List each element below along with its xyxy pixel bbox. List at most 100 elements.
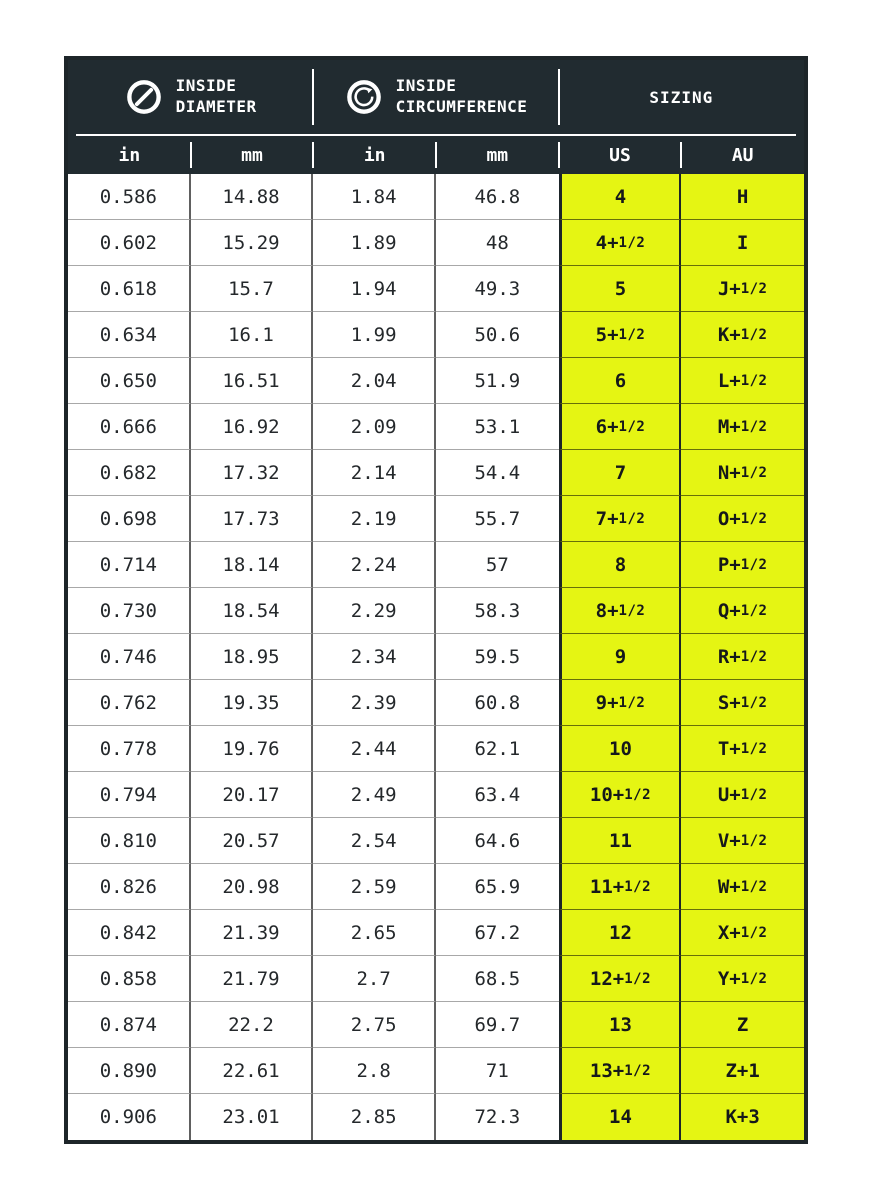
cell-us-size: 8+ 1/2 (558, 588, 682, 634)
cell-us-size: 9+ 1/2 (558, 680, 682, 726)
cell-circumference-in: 1.99 (313, 312, 436, 358)
cell-circumference-mm: 65.9 (435, 864, 559, 910)
ring-size-chart: INSIDE DIAMETER INSIDE CIRCUMFERENCE (64, 56, 808, 1144)
half-size-fraction: 1/2 (740, 970, 768, 987)
cell-diameter-mm: 19.76 (190, 726, 314, 772)
cell-diameter-in: 0.826 (68, 864, 191, 910)
header-inside-diameter: INSIDE DIAMETER (68, 60, 315, 134)
half-size-fraction: 1/2 (740, 694, 768, 711)
cell-us-size: 11+ 1/2 (558, 864, 682, 910)
cell-circumference-in: 1.94 (313, 266, 436, 312)
cell-us-size: 13 (558, 1002, 682, 1048)
cell-diameter-mm: 18.54 (190, 588, 314, 634)
cell-diameter-mm: 16.92 (190, 404, 314, 450)
cell-diameter-in: 0.906 (68, 1094, 191, 1140)
half-size-fraction: 1/2 (740, 878, 768, 895)
cell-us-size: 8 (558, 542, 682, 588)
cell-us-size: 6+ 1/2 (558, 404, 682, 450)
half-size-fraction: 1/2 (740, 648, 768, 665)
cell-diameter-mm: 20.17 (190, 772, 314, 818)
cell-diameter-mm: 18.14 (190, 542, 314, 588)
cell-au-size: K+3 (681, 1094, 804, 1140)
table-header: INSIDE DIAMETER INSIDE CIRCUMFERENCE (68, 60, 804, 174)
cell-diameter-mm: 17.73 (190, 496, 314, 542)
cell-au-size: V+ 1/2 (681, 818, 804, 864)
label-line2: DIAMETER (175, 97, 257, 116)
cell-circumference-in: 2.54 (313, 818, 436, 864)
cell-us-size: 14 (558, 1094, 682, 1140)
cell-us-size: 13+ 1/2 (558, 1048, 682, 1094)
cell-circumference-mm: 48 (435, 220, 559, 266)
cell-circumference-mm: 72.3 (435, 1094, 559, 1140)
cell-circumference-in: 1.89 (313, 220, 436, 266)
cell-diameter-in: 0.586 (68, 174, 191, 220)
cell-circumference-mm: 54.4 (435, 450, 559, 496)
cell-diameter-mm: 20.57 (190, 818, 314, 864)
cell-circumference-mm: 46.8 (435, 174, 559, 220)
cell-circumference-mm: 69.7 (435, 1002, 559, 1048)
cell-diameter-mm: 19.35 (190, 680, 314, 726)
cell-us-size: 11 (558, 818, 682, 864)
cell-circumference-in: 2.7 (313, 956, 436, 1002)
cell-circumference-mm: 53.1 (435, 404, 559, 450)
cell-au-size: Z+1 (681, 1048, 804, 1094)
cell-circumference-in: 2.65 (313, 910, 436, 956)
cell-diameter-mm: 15.7 (190, 266, 314, 312)
cell-diameter-in: 0.746 (68, 634, 191, 680)
cell-diameter-mm: 17.32 (190, 450, 314, 496)
cell-us-size: 4+ 1/2 (558, 220, 682, 266)
half-size-fraction: 1/2 (618, 418, 646, 435)
half-size-fraction: 1/2 (618, 694, 646, 711)
cell-diameter-in: 0.762 (68, 680, 191, 726)
column-header-au-size: AU (731, 144, 754, 166)
cell-us-size: 5+ 1/2 (558, 312, 682, 358)
cell-diameter-mm: 15.29 (190, 220, 314, 266)
cell-circumference-mm: 63.4 (435, 772, 559, 818)
cell-us-size: 12 (558, 910, 682, 956)
diameter-icon (125, 78, 163, 116)
header-inside-circumference: INSIDE CIRCUMFERENCE (313, 60, 560, 134)
cell-diameter-in: 0.890 (68, 1048, 191, 1094)
cell-circumference-in: 2.59 (313, 864, 436, 910)
cell-diameter-in: 0.858 (68, 956, 191, 1002)
half-size-fraction: 1/2 (740, 280, 768, 297)
half-size-fraction: 1/2 (618, 326, 646, 343)
cell-circumference-in: 2.75 (313, 1002, 436, 1048)
cell-us-size: 12+ 1/2 (558, 956, 682, 1002)
cell-au-size: J+ 1/2 (681, 266, 804, 312)
cell-au-size: K+ 1/2 (681, 312, 804, 358)
header-divider-line (76, 134, 796, 136)
cell-diameter-in: 0.842 (68, 910, 191, 956)
half-size-fraction: 1/2 (624, 970, 652, 987)
cell-diameter-mm: 20.98 (190, 864, 314, 910)
column-header-diameter-mm: mm (191, 136, 314, 174)
cell-circumference-mm: 62.1 (435, 726, 559, 772)
cell-circumference-mm: 58.3 (435, 588, 559, 634)
cell-circumference-in: 2.29 (313, 588, 436, 634)
table-body: 0.586 14.88 1.84 46.8 4 H 0.602 15.29 1.89 48 4+ 1/… (68, 174, 804, 1140)
cell-us-size: 4 (558, 174, 682, 220)
cell-circumference-in: 2.85 (313, 1094, 436, 1140)
half-size-fraction: 1/2 (740, 924, 768, 941)
cell-au-size: W+ 1/2 (681, 864, 804, 910)
cell-diameter-in: 0.794 (68, 772, 191, 818)
half-size-fraction: 1/2 (618, 234, 646, 251)
circumference-icon (345, 78, 383, 116)
cell-diameter-mm: 21.79 (190, 956, 314, 1002)
cell-au-size: S+ 1/2 (681, 680, 804, 726)
cell-diameter-mm: 23.01 (190, 1094, 314, 1140)
cell-diameter-in: 0.602 (68, 220, 191, 266)
cell-circumference-in: 2.39 (313, 680, 436, 726)
half-size-fraction: 1/2 (740, 326, 768, 343)
cell-au-size: O+ 1/2 (681, 496, 804, 542)
cell-au-size: R+ 1/2 (681, 634, 804, 680)
cell-circumference-mm: 49.3 (435, 266, 559, 312)
cell-circumference-in: 2.19 (313, 496, 436, 542)
cell-diameter-in: 0.666 (68, 404, 191, 450)
half-size-fraction: 1/2 (740, 556, 768, 573)
cell-circumference-mm: 71 (435, 1048, 559, 1094)
half-size-fraction: 1/2 (740, 602, 768, 619)
cell-au-size: X+ 1/2 (681, 910, 804, 956)
cell-us-size: 10+ 1/2 (558, 772, 682, 818)
